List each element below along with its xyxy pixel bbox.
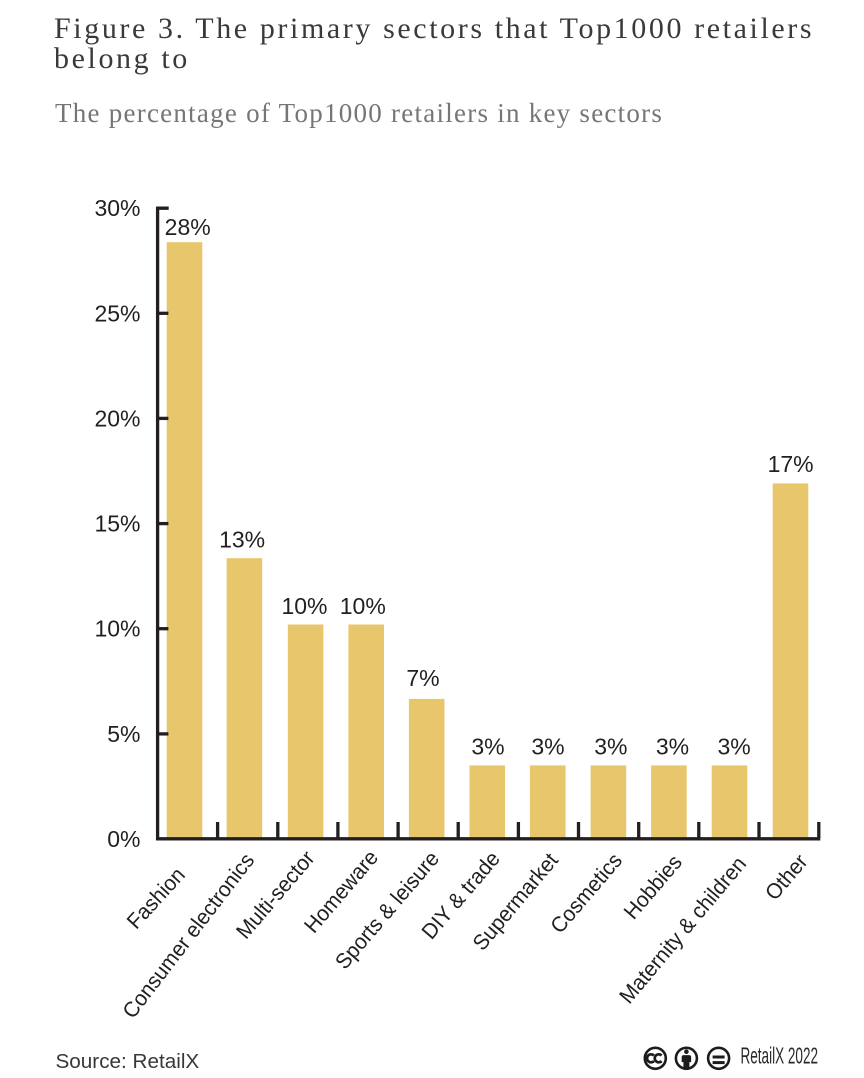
svg-text:30%: 30% xyxy=(94,195,140,221)
svg-text:28%: 28% xyxy=(165,214,211,240)
svg-text:20%: 20% xyxy=(94,405,140,431)
svg-text:17%: 17% xyxy=(768,451,814,477)
svg-text:25%: 25% xyxy=(94,300,140,326)
svg-text:Fashion: Fashion xyxy=(123,863,190,933)
svg-text:Other: Other xyxy=(761,850,813,905)
svg-text:Consumer electronics: Consumer electronics xyxy=(118,849,259,1023)
svg-text:0%: 0% xyxy=(107,826,140,852)
svg-text:3%: 3% xyxy=(717,734,750,760)
svg-text:10%: 10% xyxy=(94,616,140,642)
svg-text:7%: 7% xyxy=(406,665,439,691)
svg-text:3%: 3% xyxy=(531,734,564,760)
svg-text:3%: 3% xyxy=(471,734,504,760)
svg-text:15%: 15% xyxy=(94,511,140,537)
svg-text:Hobbies: Hobbies xyxy=(620,851,687,924)
svg-text:Source: RetailX: Source: RetailX xyxy=(56,1050,200,1073)
svg-text:10%: 10% xyxy=(281,593,327,619)
svg-text:Maternity & children: Maternity & children xyxy=(615,853,751,1009)
svg-text:10%: 10% xyxy=(340,593,386,619)
svg-text:13%: 13% xyxy=(219,527,265,553)
svg-text:3%: 3% xyxy=(656,734,689,760)
svg-text:RetailX 2022: RetailX 2022 xyxy=(741,1043,819,1069)
svg-text:3%: 3% xyxy=(594,734,627,760)
svg-text:5%: 5% xyxy=(107,721,140,747)
